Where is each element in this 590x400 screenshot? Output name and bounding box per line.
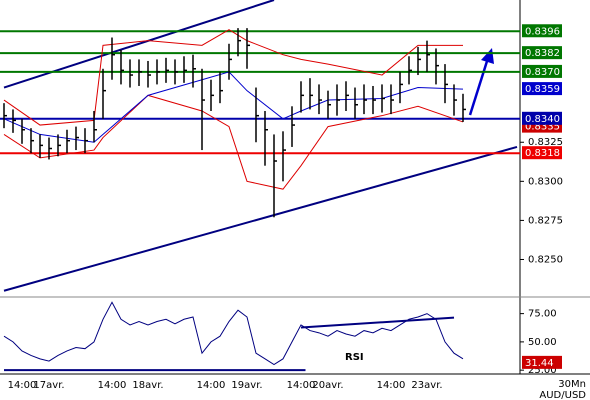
level-tag-label: 0.8340	[525, 114, 560, 125]
y-tick-label: 50.00	[528, 337, 557, 348]
level-tag	[522, 24, 562, 38]
y-tick-label: 75.00	[528, 309, 557, 320]
rsi-line	[3, 301, 464, 366]
x-tick-label: 14:00	[377, 380, 406, 391]
x-tick-label: 20avr.	[312, 380, 343, 391]
rsi-label: RSI	[345, 352, 364, 363]
y-tick-label: 25.00	[528, 365, 557, 376]
price-tag-label: 0.8359	[525, 84, 560, 95]
x-tick-label: 23avr.	[411, 380, 442, 391]
x-tick-label: 14:00	[8, 380, 37, 391]
price-tag-label: 0.8335	[525, 122, 560, 133]
level-tag	[522, 146, 562, 160]
indicator-line	[3, 94, 464, 190]
level-tag	[522, 46, 562, 60]
y-tick-label: 0.8275	[528, 215, 563, 226]
trend-line	[3, 0, 275, 89]
x-tick-label: 14:00	[287, 380, 316, 391]
level-tag-label: 0.8318	[525, 148, 560, 159]
level-tag-label: 0.8396	[525, 26, 560, 37]
price-tag-label: 31.44	[525, 358, 554, 369]
y-tick-label: 0.8300	[528, 176, 563, 187]
period-label: 30Mn	[558, 379, 586, 390]
trend-line	[300, 316, 455, 329]
x-tick-label: 18avr.	[132, 380, 163, 391]
forecast-arrow	[468, 57, 490, 116]
x-tick-label: 14:00	[98, 380, 127, 391]
trend-line	[3, 145, 518, 292]
x-tick-label: 19avr.	[231, 380, 262, 391]
x-tick-label: 14:00	[197, 380, 226, 391]
level-tag-label: 0.8370	[525, 67, 560, 78]
y-tick-label: 0.8250	[528, 254, 563, 265]
price-tag	[522, 355, 562, 369]
price-tag	[522, 82, 562, 96]
y-tick-label: 0.8325	[528, 137, 563, 148]
level-tag-label: 0.8382	[525, 48, 560, 59]
forecast-arrow-head	[481, 48, 494, 64]
level-tag	[522, 64, 562, 78]
symbol-label: AUD/USD	[539, 390, 586, 400]
x-tick-label: 17avr.	[33, 380, 64, 391]
level-tag	[522, 111, 562, 125]
